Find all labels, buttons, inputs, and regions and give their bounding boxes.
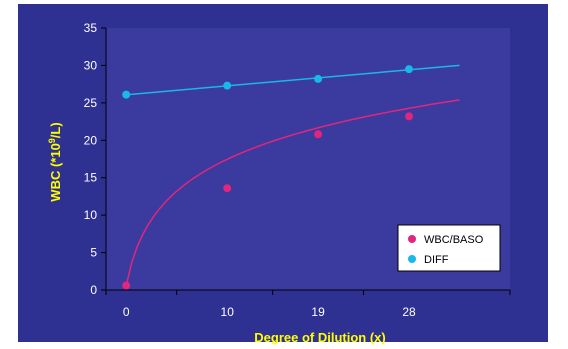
y-tick-label: 0 — [90, 283, 97, 297]
data-point-diff — [314, 74, 323, 83]
y-tick-label: 25 — [84, 96, 98, 110]
x-axis-title: Degree of Dilution (x) — [254, 330, 385, 345]
y-tick-label: 35 — [84, 21, 98, 35]
trendline-wbc-baso — [125, 99, 460, 286]
legend-marker-wbc-baso — [408, 235, 416, 243]
y-tick-label: 5 — [90, 246, 97, 260]
legend-label-wbc-baso: WBC/BASO — [424, 234, 484, 246]
data-point-wbc-baso — [122, 281, 131, 290]
data-point-diff — [223, 81, 232, 90]
data-point-diff — [122, 90, 131, 99]
y-tick-label: 15 — [84, 171, 98, 185]
data-point-wbc-baso — [223, 184, 232, 193]
y-tick-label: 30 — [84, 58, 98, 72]
trendline-diff — [126, 64, 460, 96]
x-tick-label: 19 — [311, 305, 325, 319]
plot-area: 0 5 10 15 20 25 30 35 0 10 19 28 WBC/BASO DIFF — [84, 21, 511, 319]
legend-label-diff: DIFF — [424, 254, 449, 266]
y-axis-title: WBC (*109/L) — [47, 122, 63, 201]
x-tick-label: 28 — [402, 305, 416, 319]
x-tick-label: 0 — [123, 305, 130, 319]
y-tick-label: 20 — [84, 133, 98, 147]
x-tick-label: 10 — [221, 305, 235, 319]
data-point-wbc-baso — [405, 112, 413, 121]
data-point-diff — [405, 65, 413, 74]
y-axis-title-tail: /L) — [48, 122, 63, 138]
legend-marker-diff — [408, 255, 416, 263]
y-axis-title-main: WBC (*10 — [48, 143, 63, 202]
y-axis-title-superscript: 9 — [47, 138, 57, 143]
legend-box — [397, 224, 501, 272]
y-tick-label: 10 — [84, 208, 98, 222]
data-point-wbc-baso — [314, 130, 323, 139]
